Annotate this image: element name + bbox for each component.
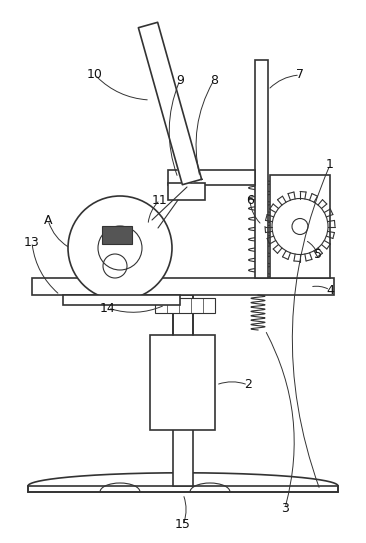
Text: 5: 5	[314, 249, 322, 262]
Bar	[173, 295, 193, 486]
Text: 3: 3	[281, 502, 289, 515]
Bar	[255, 60, 268, 278]
Text: 11: 11	[152, 193, 168, 206]
Text: 13: 13	[24, 237, 40, 249]
Text: 10: 10	[87, 68, 103, 81]
Bar	[168, 183, 205, 200]
Text: 8: 8	[210, 73, 218, 86]
Circle shape	[68, 196, 172, 300]
Text: 14: 14	[100, 301, 116, 314]
Text: 1: 1	[326, 159, 334, 172]
Polygon shape	[28, 473, 338, 486]
Bar	[270, 175, 330, 278]
Polygon shape	[138, 22, 202, 185]
Bar	[155, 298, 215, 313]
Bar	[28, 486, 338, 492]
Bar	[63, 295, 180, 305]
Bar	[150, 335, 215, 430]
Text: 4: 4	[326, 283, 334, 296]
Text: 7: 7	[296, 68, 304, 81]
Text: 2: 2	[244, 378, 252, 392]
Text: A: A	[44, 213, 52, 226]
Bar	[168, 170, 255, 185]
Text: 15: 15	[175, 519, 191, 532]
Bar	[102, 226, 132, 244]
Text: 9: 9	[176, 73, 184, 86]
Bar	[32, 278, 334, 295]
Text: 6: 6	[246, 193, 254, 206]
